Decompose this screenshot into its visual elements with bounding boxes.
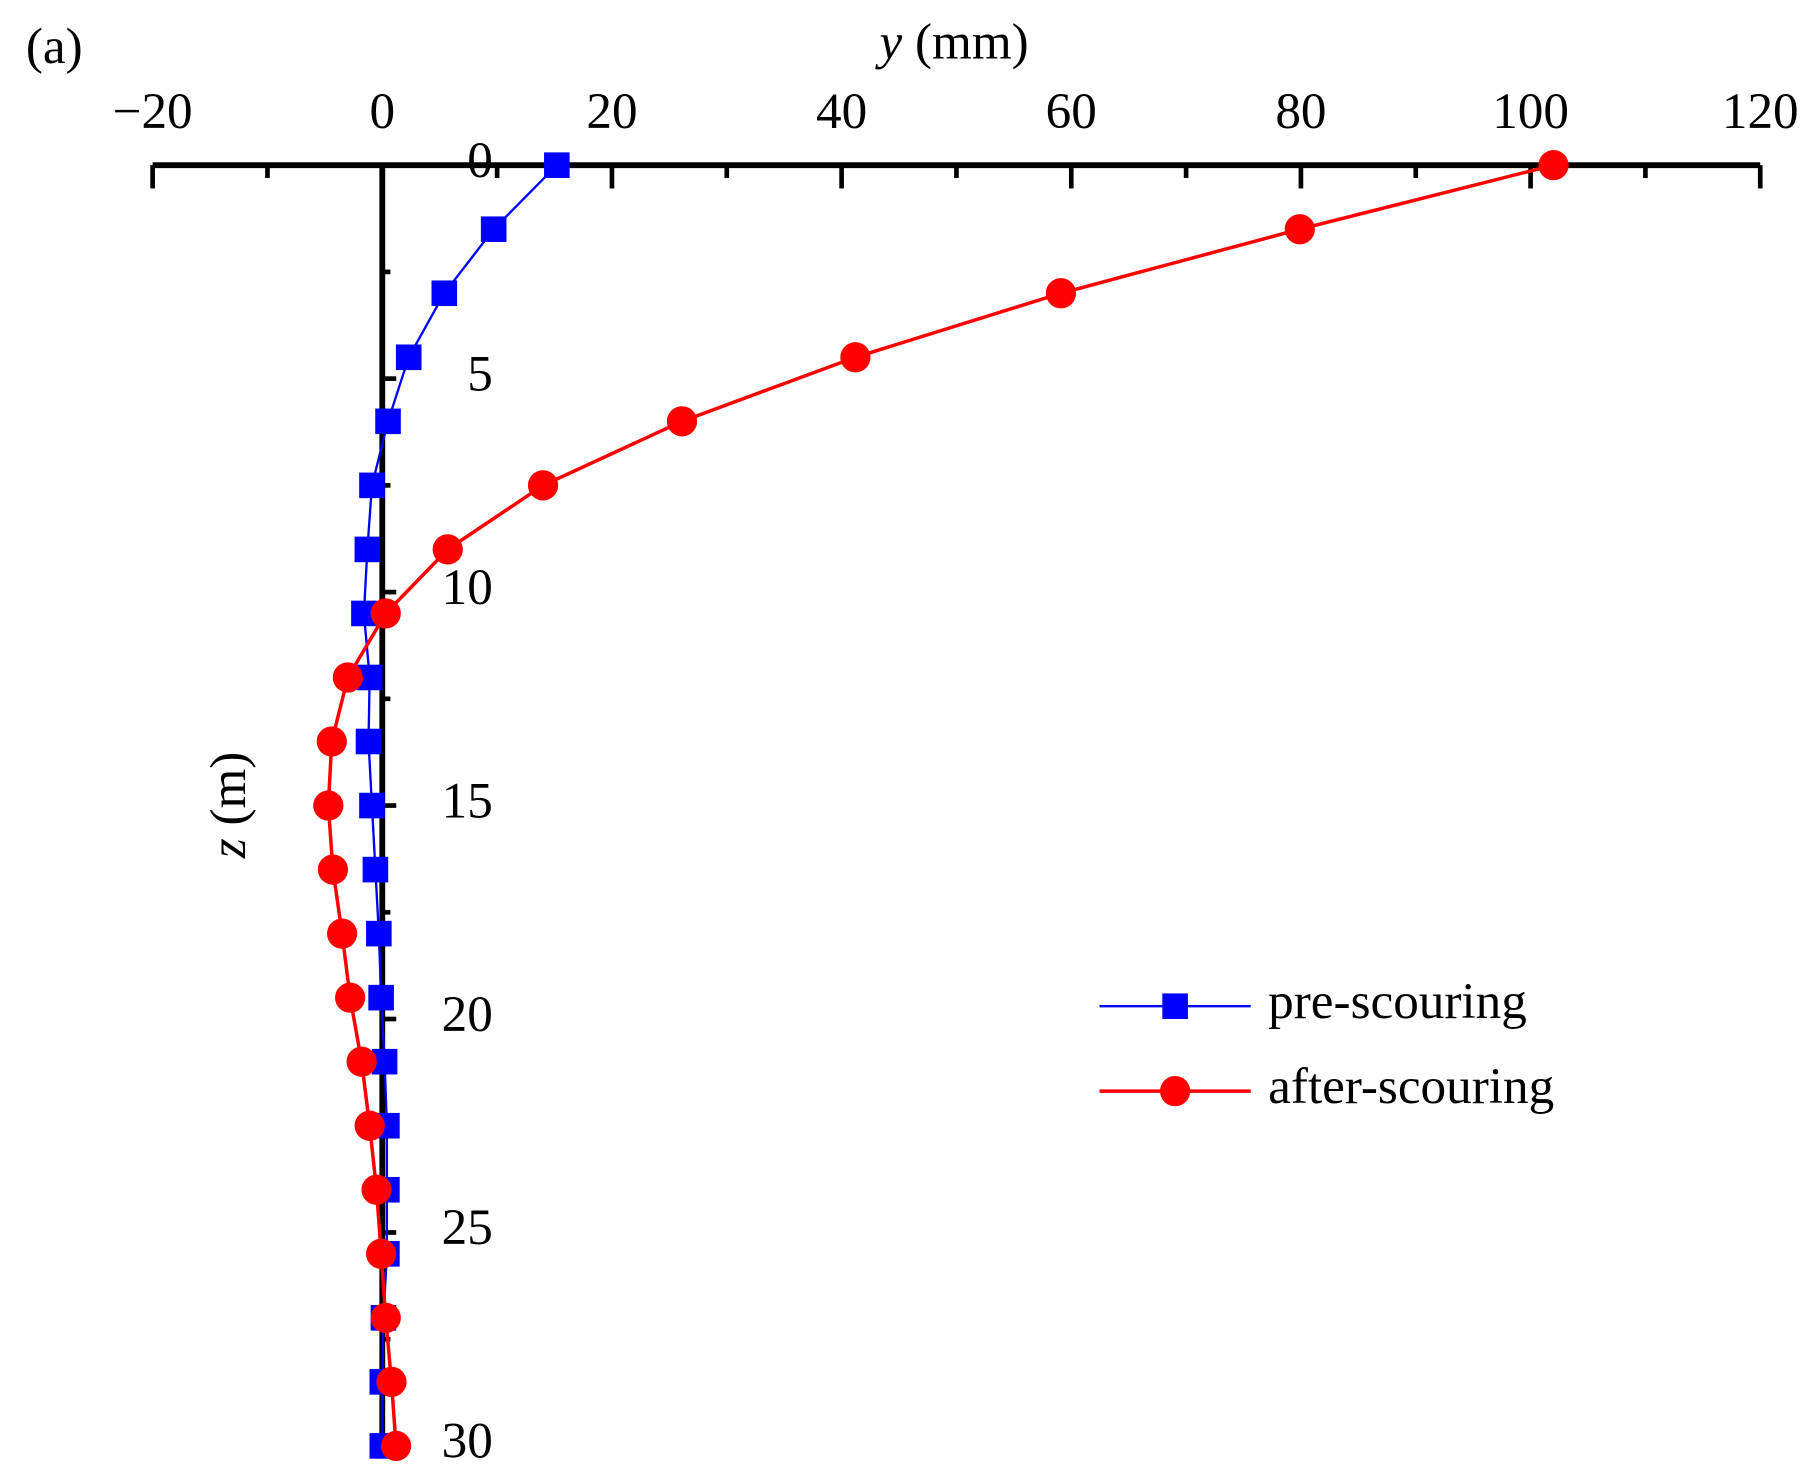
x-tick-label: 40: [816, 83, 867, 140]
data-point: [380, 1430, 412, 1462]
legend-marker: [1160, 1076, 1191, 1107]
y-tick-label: 30: [442, 1413, 493, 1470]
x-tick-label: 60: [1046, 83, 1097, 140]
x-axis-label: y (mm): [875, 13, 1029, 70]
y-tick-label: 20: [442, 986, 493, 1043]
data-point: [354, 536, 381, 563]
data-point: [332, 662, 363, 693]
x-tick-label: 80: [1275, 83, 1326, 140]
data-point: [354, 1110, 385, 1141]
data-point: [362, 856, 389, 883]
legend-label: after-scouring: [1268, 1058, 1554, 1115]
data-point: [840, 342, 871, 373]
y-axis-unit: (m): [200, 752, 257, 826]
data-point: [313, 790, 344, 821]
data-point: [355, 728, 382, 755]
series-line: [326, 163, 1554, 1447]
y-tick-label: 15: [442, 772, 493, 829]
x-axis-unit: (mm): [915, 13, 1029, 70]
data-point: [1538, 150, 1569, 181]
data-point: [359, 472, 385, 499]
panel-label: (a): [26, 18, 83, 75]
x-tick-label: −20: [113, 83, 193, 140]
x-tick-label: 120: [1722, 83, 1799, 140]
data-point: [376, 1366, 407, 1398]
x-tick-label: 0: [369, 83, 395, 140]
data-point: [366, 920, 392, 947]
data-point: [1045, 278, 1077, 309]
legend-marker: [1162, 993, 1188, 1020]
y-tick-label: 25: [442, 1199, 493, 1256]
data-point: [370, 598, 401, 629]
data-point: [527, 470, 559, 501]
data-point: [544, 152, 570, 178]
data-point: [375, 408, 401, 435]
y-tick-label: 10: [442, 559, 493, 616]
y-axis-label: z (m): [200, 752, 257, 860]
data-point: [316, 726, 347, 757]
data-point: [359, 792, 385, 819]
data-point: [370, 1302, 401, 1333]
data-point: [666, 406, 698, 437]
legend-label: pre-scouring: [1268, 973, 1527, 1030]
x-axis-symbol: y: [875, 13, 903, 70]
y-tick-label: 0: [467, 132, 493, 189]
x-tick-label: 20: [586, 83, 637, 140]
data-point: [317, 854, 349, 885]
y-axis-symbol: z: [200, 838, 257, 859]
data-point: [346, 1046, 377, 1077]
data-point: [432, 534, 463, 565]
data-point: [335, 982, 366, 1013]
x-tick-label: 100: [1492, 83, 1569, 140]
data-point: [326, 918, 358, 949]
data-point: [368, 984, 394, 1011]
data-point: [480, 216, 507, 243]
y-tick-label: 5: [467, 345, 493, 402]
data-point: [395, 344, 422, 371]
data-point: [366, 1238, 397, 1269]
data-point: [431, 280, 458, 307]
data-point: [361, 1174, 392, 1205]
data-point: [1284, 214, 1315, 245]
